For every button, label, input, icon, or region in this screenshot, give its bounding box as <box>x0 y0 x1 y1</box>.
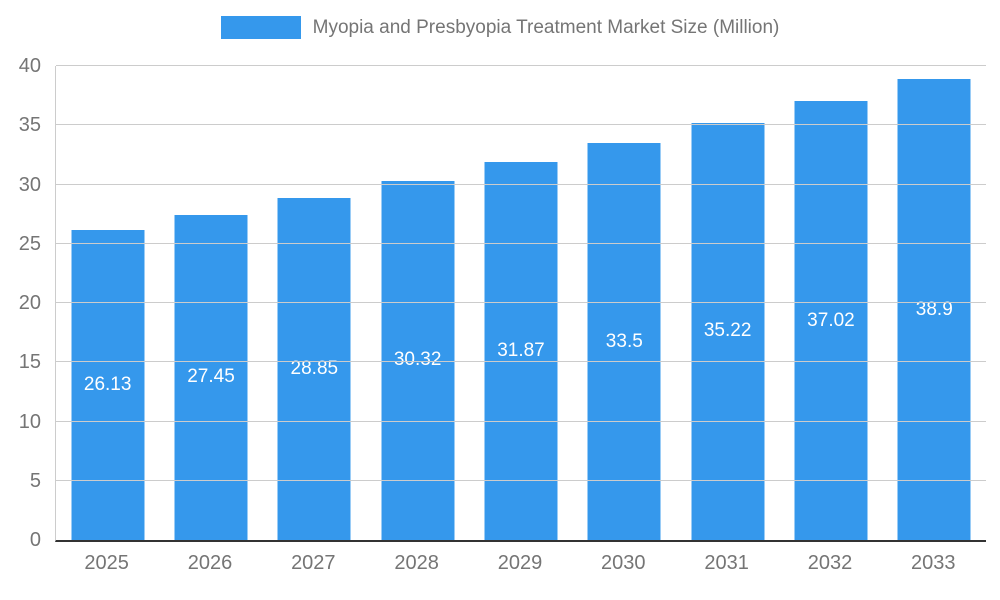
x-axis: 2025 2026 2027 2028 2029 2030 2031 2032 2033 <box>55 552 985 575</box>
bars: 26.13 27.45 28.85 30.32 31.87 33.5 35.22 37.02 3… <box>56 66 986 540</box>
bar-slot: 37.02 <box>779 66 882 540</box>
y-tick-label: 20 <box>18 292 41 314</box>
chart-title: Myopia and Presbyopia Treatment Market S… <box>312 16 780 38</box>
gridline <box>56 361 986 363</box>
bar-value-label: 37.02 <box>807 309 855 331</box>
gridline <box>56 65 986 66</box>
legend-swatch <box>220 16 301 39</box>
x-tick-label: 2030 <box>601 552 646 574</box>
bar-slot: 38.9 <box>883 66 986 540</box>
bar-slot: 28.85 <box>263 66 366 540</box>
x-tick-label: 2032 <box>807 552 853 574</box>
bar-2026: 27.45 <box>174 214 248 540</box>
bar-2027: 28.85 <box>277 198 351 540</box>
bar-value-label: 27.45 <box>187 366 235 388</box>
x-tick-label: 2029 <box>497 552 543 574</box>
bar-slot: 26.13 <box>56 66 159 540</box>
bar-2030: 33.5 <box>587 143 661 540</box>
bar-slot: 27.45 <box>159 66 262 540</box>
gridline <box>56 183 986 185</box>
y-tick-label: 40 <box>18 55 41 77</box>
bar-slot: 35.22 <box>676 66 779 540</box>
bar-value-label: 38.9 <box>915 298 953 320</box>
y-tick-label: 15 <box>18 351 41 374</box>
bar-2033: 38.9 <box>897 79 971 540</box>
bar-value-label: 31.87 <box>497 340 545 362</box>
plot-area: 26.13 27.45 28.85 30.32 31.87 33.5 35.22 37.02 3… <box>55 65 986 542</box>
x-tick-label: 2031 <box>704 552 749 574</box>
y-tick-label: 30 <box>18 173 41 196</box>
x-tick-label: 2033 <box>911 552 956 574</box>
gridline <box>56 242 986 244</box>
gridline <box>56 420 986 422</box>
y-tick-label: 25 <box>18 232 41 255</box>
y-axis: 0 5 10 15 20 25 30 35 40 <box>0 56 47 550</box>
bar-2031: 35.22 <box>691 122 765 540</box>
gridline <box>56 479 986 481</box>
bar-value-label: 33.5 <box>605 330 643 352</box>
x-tick-label: 2027 <box>291 552 336 574</box>
gridline <box>56 302 986 303</box>
bar-slot: 33.5 <box>573 66 676 540</box>
y-tick-label: 5 <box>29 469 41 492</box>
bar-2032: 37.02 <box>794 101 868 540</box>
bar-2029: 31.87 <box>484 162 558 540</box>
bar-slot: 30.32 <box>366 66 469 540</box>
x-tick-label: 2025 <box>84 552 129 574</box>
bar-2025: 26.13 <box>71 230 145 540</box>
bar-value-label: 35.22 <box>703 320 752 342</box>
gridline <box>56 124 986 126</box>
bar-value-label: 28.85 <box>290 358 339 380</box>
legend: Myopia and Presbyopia Treatment Market S… <box>0 16 1000 39</box>
y-tick-label: 10 <box>18 410 41 433</box>
bar-slot: 31.87 <box>469 66 572 540</box>
bar-value-label: 26.13 <box>83 374 132 396</box>
x-tick-label: 2026 <box>187 552 233 574</box>
y-tick-label: 0 <box>29 529 41 551</box>
x-tick-label: 2028 <box>394 552 439 574</box>
bar-value-label: 30.32 <box>393 349 442 371</box>
y-tick-label: 35 <box>18 114 41 137</box>
